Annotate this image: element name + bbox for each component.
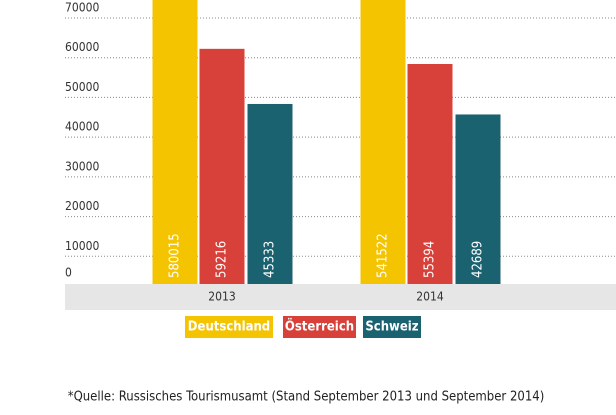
legend-label: Österreich xyxy=(285,319,354,335)
bar xyxy=(199,48,245,284)
labels: 0 10000 20000 30000 40000 50000 60000 70000 2013… xyxy=(65,1,486,338)
y-tick-label: 10000 xyxy=(65,239,99,253)
x-tick-label: 2013 xyxy=(208,290,235,304)
grid xyxy=(65,17,616,257)
y-tick-label: 30000 xyxy=(65,159,99,173)
bar xyxy=(360,0,406,284)
legend-label: Deutschland xyxy=(188,320,270,335)
bar xyxy=(455,114,501,284)
legend-swatch xyxy=(363,316,421,338)
legend-swatch xyxy=(185,316,273,338)
value-label: 580015 xyxy=(168,233,183,278)
category-band xyxy=(65,284,616,310)
y-tick-label: 20000 xyxy=(65,199,99,213)
footnote: *Quelle: Russisches Tourismusamt (Stand … xyxy=(68,390,545,405)
value-label: 55394 xyxy=(423,241,438,278)
y-tick-label: 50000 xyxy=(65,80,99,94)
value-label: 42689 xyxy=(471,241,486,278)
bars xyxy=(152,0,501,284)
value-label: 45333 xyxy=(263,241,278,278)
y-tick-label: 70000 xyxy=(65,1,99,15)
bar xyxy=(152,0,198,284)
legend-swatch xyxy=(283,316,356,338)
y-tick-label: 60000 xyxy=(65,40,99,54)
x-tick-label: 2014 xyxy=(416,290,444,304)
y-tick-label: 0 xyxy=(65,266,72,280)
bar xyxy=(407,64,453,284)
legend-label: Schweiz xyxy=(365,320,418,335)
bar xyxy=(247,103,293,284)
value-label: 541522 xyxy=(376,233,391,278)
y-tick-label: 40000 xyxy=(65,120,99,134)
value-label: 59216 xyxy=(215,241,230,278)
